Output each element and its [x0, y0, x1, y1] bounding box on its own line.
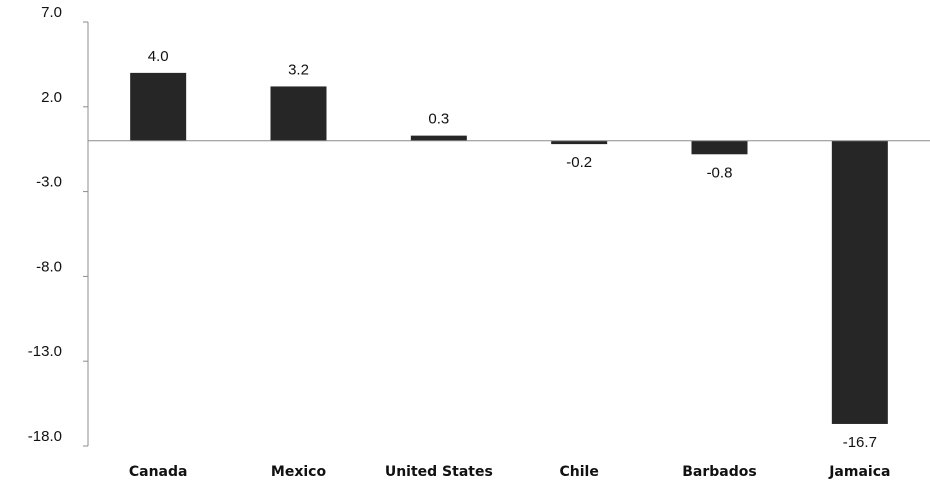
y-tick-label: -18.0 [28, 428, 62, 445]
y-tick-label: -3.0 [36, 174, 62, 191]
y-tick-label: -13.0 [28, 343, 62, 360]
category-labels: Canada Mexico United States Chile Barbados Ja… [129, 464, 891, 480]
data-labels: 4.0 3.2 0.3 -0.2 -0.8 -16.7 [148, 48, 877, 451]
data-label: 0.3 [428, 111, 449, 128]
bar-barbados [691, 140, 748, 155]
data-label: 3.2 [288, 61, 309, 78]
data-label: -0.8 [707, 164, 733, 181]
data-label: 4.0 [148, 48, 169, 65]
bar-united-states [410, 135, 467, 141]
y-tick-label: 2.0 [41, 89, 62, 106]
category-label: Barbados [682, 464, 756, 480]
y-axis: 7.0 2.0 -3.0 -8.0 -13.0 -18.0 [28, 4, 89, 447]
bar-mexico [270, 86, 327, 141]
bar-chile [551, 140, 608, 145]
data-label: -0.2 [566, 154, 592, 171]
data-label: -16.7 [843, 434, 877, 451]
bars [130, 72, 888, 424]
category-label: Jamaica [828, 464, 890, 480]
bar-canada [130, 72, 187, 141]
y-tick-label: 7.0 [41, 4, 62, 21]
category-label: Canada [129, 464, 188, 480]
y-tick-label: -8.0 [36, 258, 62, 275]
bar-jamaica [831, 140, 888, 424]
category-label: Chile [559, 464, 598, 480]
category-label: United States [385, 464, 493, 480]
category-label: Mexico [271, 464, 327, 480]
